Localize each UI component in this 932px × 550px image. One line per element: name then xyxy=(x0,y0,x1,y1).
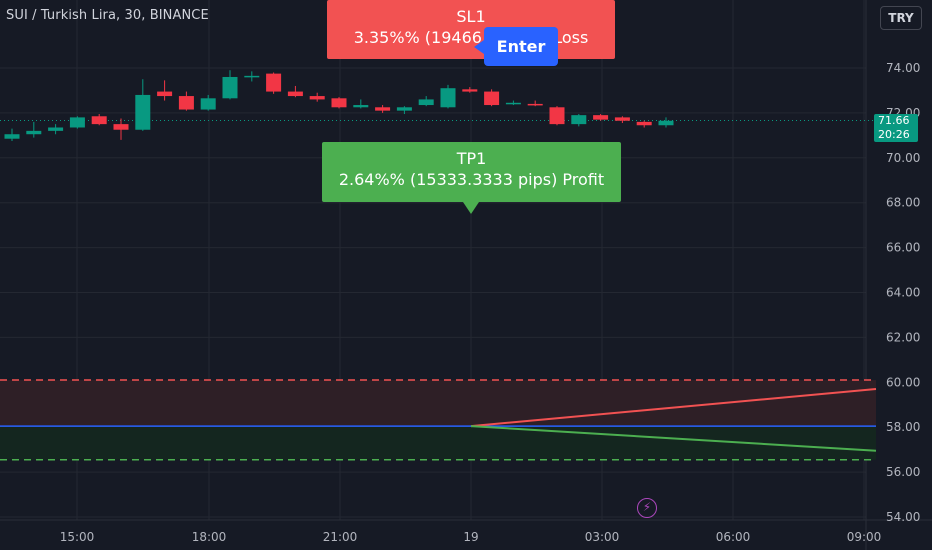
y-axis-tick-label: 60.00 xyxy=(886,375,920,389)
candle xyxy=(178,91,194,111)
candle-body xyxy=(4,134,20,139)
candle xyxy=(4,128,20,141)
stop-projection-line xyxy=(470,388,877,428)
candle xyxy=(396,106,412,115)
candle xyxy=(636,120,652,128)
candle xyxy=(200,94,216,111)
stop-loss-value: 3.35%% (19466.6 xyxy=(353,28,498,47)
entry-label: Enter xyxy=(474,27,558,66)
stop-loss-title: SL1 xyxy=(456,7,486,26)
candle xyxy=(222,70,238,100)
y-axis-tick-label: 66.00 xyxy=(886,241,920,255)
candle xyxy=(157,80,173,101)
candle xyxy=(658,117,674,128)
candle xyxy=(244,71,260,82)
candle-body xyxy=(26,130,42,135)
candle-body xyxy=(178,96,194,110)
candle xyxy=(614,116,630,124)
y-axis-tick-label: 70.00 xyxy=(886,151,920,165)
candle xyxy=(26,121,42,138)
x-axis-tick-label: 03:00 xyxy=(585,530,620,544)
candle xyxy=(266,72,282,94)
bar-countdown-badge: 20:26 xyxy=(874,128,918,142)
symbol-title: SUI / Turkish Lira, 30, BINANCE xyxy=(6,8,209,23)
candle xyxy=(440,84,456,109)
x-axis-tick-label: 18:00 xyxy=(192,530,227,544)
candle xyxy=(331,97,347,109)
candle xyxy=(309,92,325,102)
profit-projection-line xyxy=(470,425,877,452)
candle xyxy=(91,114,107,126)
x-axis-tick-label: 15:00 xyxy=(60,530,95,544)
candle-body xyxy=(331,98,347,108)
y-axis-tick-label: 56.00 xyxy=(886,465,920,479)
candle-body xyxy=(266,73,282,92)
candle-body xyxy=(636,121,652,126)
x-axis-tick-label: 19 xyxy=(463,530,478,544)
take-profit-zone xyxy=(0,426,876,460)
y-axis-tick-label: 64.00 xyxy=(886,286,920,300)
take-profit-title: TP1 xyxy=(456,149,487,168)
y-axis-tick-label: 74.00 xyxy=(886,61,920,75)
candle-body xyxy=(396,107,412,111)
candle-body xyxy=(375,107,391,111)
candle xyxy=(593,114,609,121)
candle-body xyxy=(48,127,64,131)
candle xyxy=(462,87,478,93)
candle xyxy=(113,118,129,140)
stop-loss-zone xyxy=(0,380,876,427)
candle xyxy=(571,114,587,127)
last-price-badge: 71.66 xyxy=(874,114,918,128)
candle xyxy=(287,85,303,98)
candle xyxy=(375,105,391,113)
candle-body xyxy=(484,91,500,106)
candle-body xyxy=(309,96,325,100)
x-axis-tick-label: 06:00 xyxy=(716,530,751,544)
candle-body xyxy=(462,89,478,92)
candle-body xyxy=(353,105,369,108)
candle xyxy=(549,106,565,126)
stop-loss-suffix: Loss xyxy=(553,28,589,47)
stop-loss-label: SL1 3.35%% (19466.6 Loss xyxy=(327,0,615,59)
x-axis-tick-label: 09:00 xyxy=(847,530,882,544)
candle-body xyxy=(505,102,521,105)
candle xyxy=(484,89,500,107)
stop-loss-text: 3.35%% (19466.6 Loss xyxy=(327,27,615,48)
candle-body xyxy=(200,98,216,110)
candle-body xyxy=(244,75,260,78)
candle-body xyxy=(571,115,587,125)
candle-body xyxy=(287,91,303,97)
candle xyxy=(505,100,521,106)
y-axis-tick-label: 68.00 xyxy=(886,196,920,210)
candle-body xyxy=(658,120,674,126)
candle-body xyxy=(549,107,565,125)
candle xyxy=(527,100,543,107)
candle-body xyxy=(593,115,609,120)
y-axis-tick-label: 54.00 xyxy=(886,510,920,524)
candle xyxy=(48,124,64,135)
candle-body xyxy=(91,116,107,125)
lightning-bolt-icon[interactable]: ⚡ xyxy=(637,498,657,518)
candle-body xyxy=(135,94,151,130)
candle-body xyxy=(69,117,85,128)
y-axis-tick-label: 62.00 xyxy=(886,330,920,344)
currency-button[interactable]: TRY xyxy=(880,6,922,30)
candle xyxy=(69,116,85,129)
candle-body xyxy=(527,103,543,106)
candle-body xyxy=(440,88,456,108)
candle-body xyxy=(614,117,630,121)
candle xyxy=(353,99,369,109)
candle-body xyxy=(418,99,434,106)
take-profit-label: TP1 2.64%% (15333.3333 pips) Profit xyxy=(322,142,621,214)
candle xyxy=(135,79,151,131)
candle xyxy=(418,96,434,107)
candle-body xyxy=(113,124,129,130)
x-axis-tick-label: 21:00 xyxy=(323,530,358,544)
y-axis-tick-label: 58.00 xyxy=(886,420,920,434)
candle-body xyxy=(222,76,238,99)
candle-body xyxy=(157,91,173,97)
take-profit-text: 2.64%% (15333.3333 pips) Profit xyxy=(338,170,605,189)
